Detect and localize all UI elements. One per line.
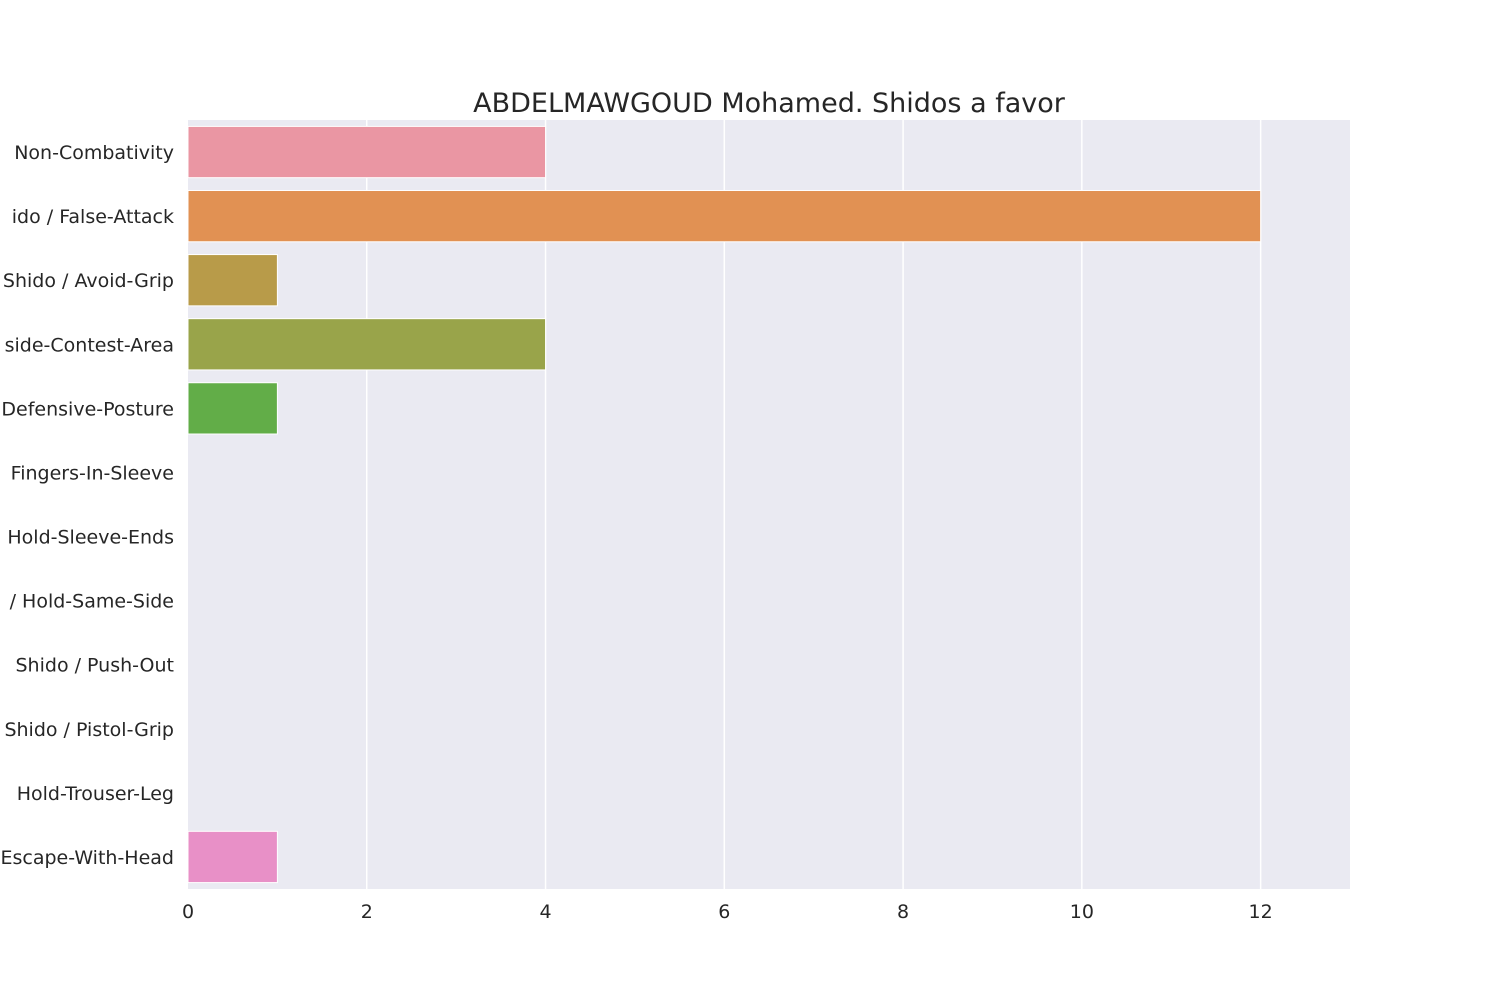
x-tick-label: 4 [539, 901, 551, 923]
y-tick-label: ido / False-Attack [12, 206, 174, 228]
x-tick-label: 12 [1249, 901, 1273, 923]
x-tick-label: 8 [897, 901, 909, 923]
x-tick-label: 10 [1070, 901, 1094, 923]
grid-lines [366, 120, 1262, 889]
y-tick-label: Defensive-Posture [1, 398, 174, 420]
x-tick-label: 2 [361, 901, 373, 923]
y-tick-label: / Hold-Same-Side [10, 591, 174, 613]
y-tick-label: Non-Combativity [14, 142, 174, 164]
chart-title: ABDELMAWGOUD Mohamed. Shidos a favor [473, 88, 1066, 119]
x-tick-labels: 0 2 4 6 8 10 12 [182, 901, 1273, 923]
y-tick-label: Shido / Push-Out [16, 655, 175, 677]
bar [187, 254, 278, 307]
x-tick-label: 0 [182, 901, 194, 923]
bar [187, 318, 547, 371]
y-tick-label: Shido / Pistol-Grip [4, 719, 174, 741]
bar [187, 382, 278, 435]
y-tick-label: Hold-Trouser-Leg [17, 783, 174, 805]
y-tick-labels: Non-Combativity ido / False-Attack Shido /… [0, 142, 174, 869]
y-tick-label: side-Contest-Area [5, 334, 174, 356]
y-tick-label: Escape-With-Head [0, 847, 174, 869]
y-tick-label: Hold-Sleeve-Ends [7, 527, 174, 549]
bar [187, 189, 1262, 243]
bars [187, 125, 1262, 884]
bar [187, 125, 547, 179]
bar [187, 830, 278, 884]
plot-background [188, 120, 1350, 889]
y-tick-label: Fingers-In-Sleeve [11, 462, 174, 484]
x-tick-label: 6 [718, 901, 730, 923]
y-tick-label: Shido / Avoid-Grip [3, 270, 174, 292]
